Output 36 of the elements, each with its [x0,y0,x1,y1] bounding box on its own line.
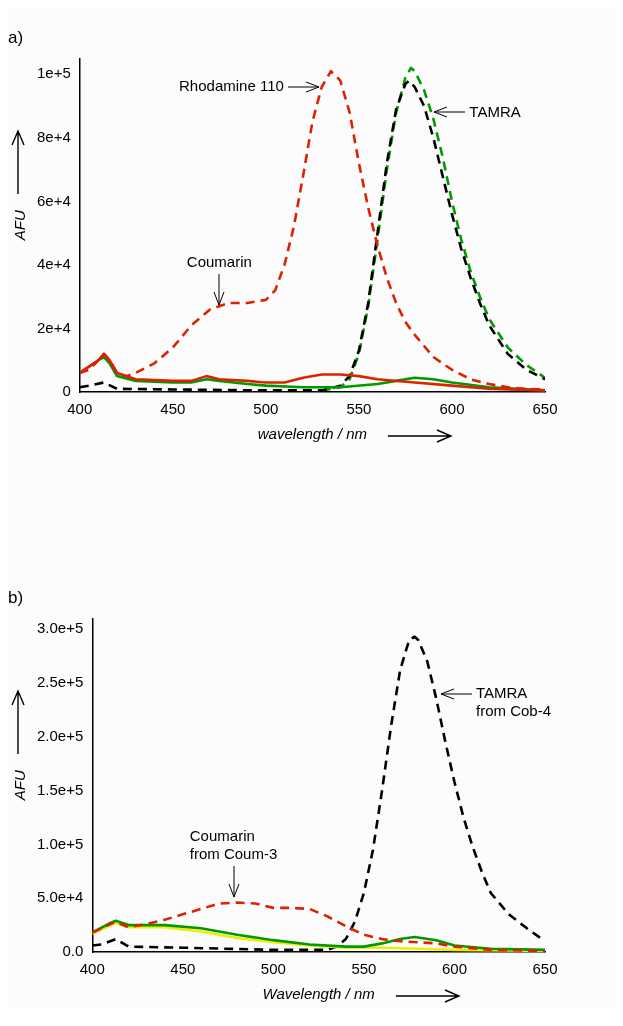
annotation: Coumarin from Coum-3 [189,826,278,862]
y-tick-label: 8e+4 [36,127,71,145]
y-tick-label: 2.5e+5 [37,673,84,691]
y-tick-label: 3.0e+5 [37,619,84,637]
chart-title: a) [8,27,24,47]
y-tick-label: 5.0e+4 [37,888,84,906]
y-tick-label: 2e+4 [36,318,71,336]
annotation: Coumarin [186,252,252,270]
y-tick-label: 1e+5 [36,64,71,82]
x-axis-title: wavelength / nm [257,425,368,443]
y-tick-label: 1.0e+5 [37,834,84,852]
y-tick-label: 4e+4 [36,255,71,273]
x-tick-label: 600 [441,960,467,978]
annotation: TAMRA from Cob-4 [475,683,551,719]
x-tick-label: 400 [79,960,105,978]
x-tick-label: 550 [351,960,377,978]
y-tick-label: 0.0 [62,942,84,960]
x-tick-label: 600 [439,400,465,418]
x-tick-label: 450 [170,960,196,978]
x-tick-label: 500 [253,400,279,418]
y-axis-title: AFU [11,770,29,802]
annotation: TAMRA [469,102,521,120]
x-tick-label: 650 [532,400,558,418]
y-tick-label: 2.0e+5 [37,726,84,744]
y-tick-label: 6e+4 [36,191,71,209]
annotation: Rhodamine 110 [179,77,284,95]
x-tick-label: 500 [260,960,286,978]
y-tick-label: 1.5e+5 [37,780,84,798]
chart-title: b) [8,587,24,607]
x-tick-label: 400 [67,400,93,418]
x-tick-label: 650 [532,960,558,978]
x-axis-title: Wavelength / nm [262,985,375,1003]
y-tick-label: 0 [62,382,71,400]
x-tick-label: 550 [346,400,372,418]
y-axis-title: AFU [11,210,29,242]
x-tick-label: 450 [160,400,186,418]
